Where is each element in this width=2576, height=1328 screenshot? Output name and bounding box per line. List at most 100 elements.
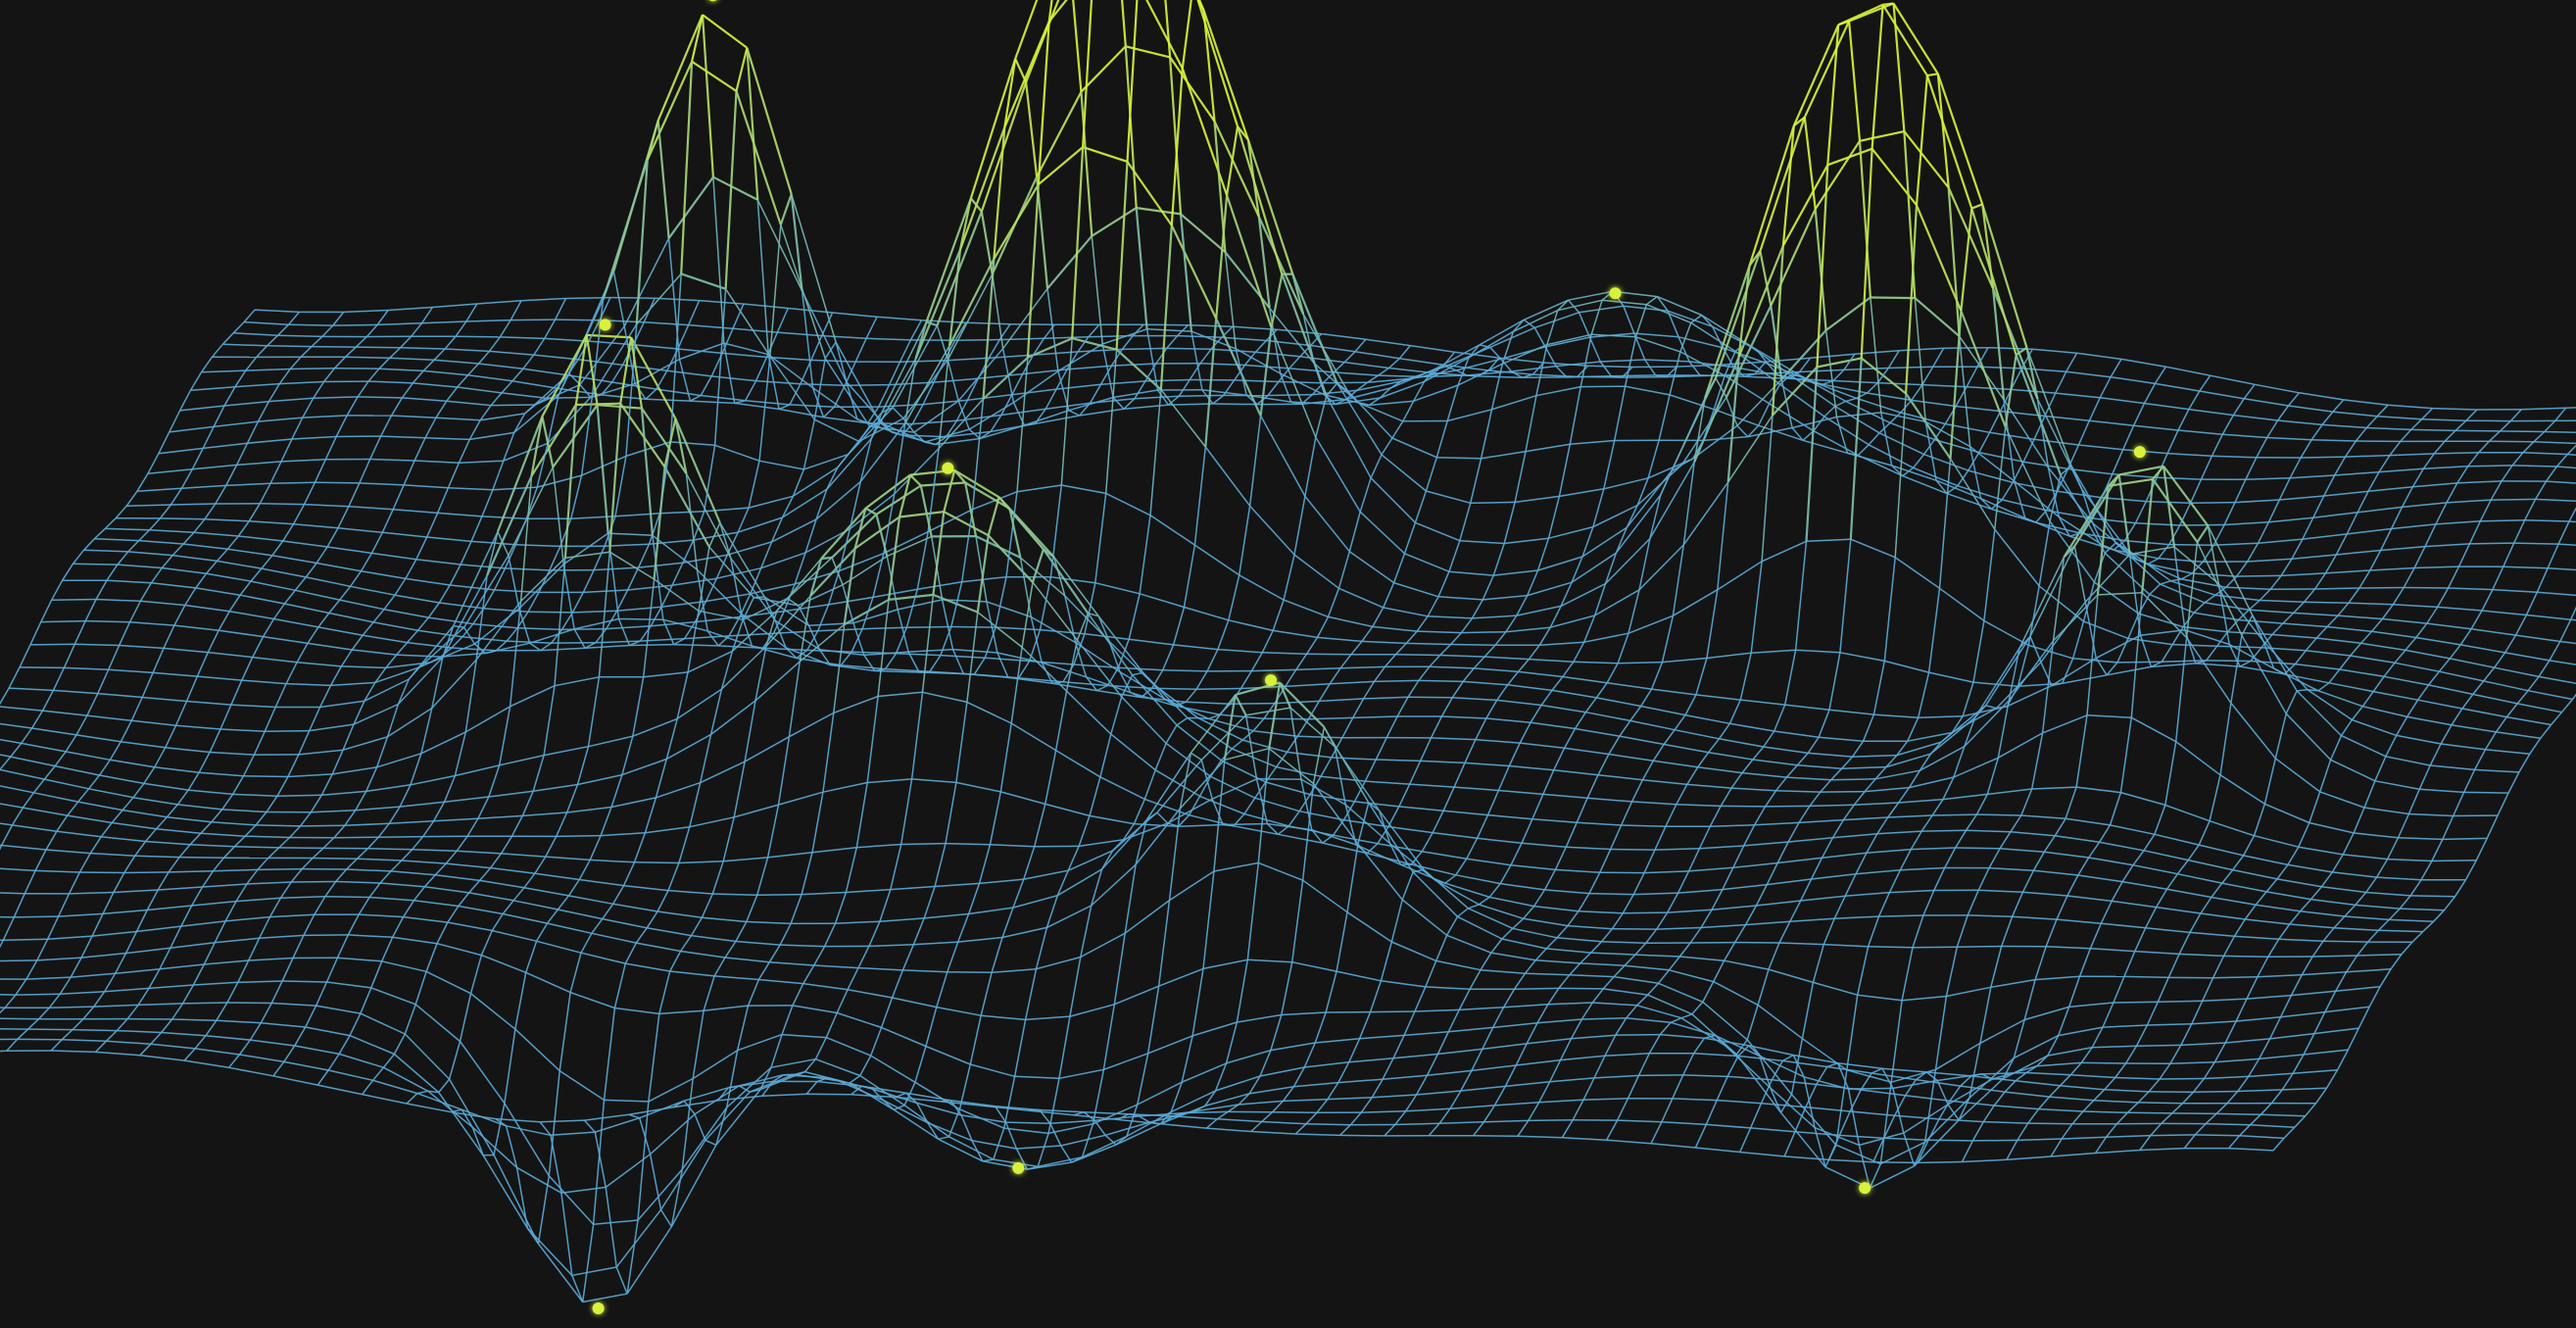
mesh-segment [1972, 1139, 2017, 1142]
mesh-segment [637, 1101, 650, 1221]
mesh-segment [338, 1035, 351, 1055]
mesh-segment [813, 946, 826, 966]
mesh-segment [1060, 1145, 1073, 1163]
mesh-segment [1966, 829, 2011, 833]
mesh-segment [976, 535, 990, 613]
mesh-segment [1394, 1110, 1407, 1125]
mesh-segment [1169, 870, 1215, 902]
mesh-segment [534, 872, 580, 881]
mesh-segment [591, 323, 638, 396]
mesh-segment [0, 706, 43, 712]
mesh-segment [1267, 822, 1312, 831]
mesh-segment [1360, 1097, 1373, 1113]
mesh-segment [1553, 769, 1599, 776]
mesh-segment [1463, 680, 1508, 686]
mesh-segment [2090, 947, 2135, 953]
mesh-segment [1246, 139, 1294, 274]
mesh-segment [351, 634, 364, 651]
mesh-segment [1050, 575, 1095, 584]
mesh-segment [772, 1074, 785, 1083]
mesh-segment [611, 381, 657, 390]
mesh-segment [1154, 743, 1167, 770]
mesh-segment [1005, 491, 1018, 577]
mesh-segment [1036, 91, 1083, 177]
mesh-segment [1354, 338, 1367, 353]
mesh-segment [1101, 328, 1147, 345]
mesh-segment [368, 882, 381, 898]
mesh-segment [1060, 338, 1073, 486]
mesh-segment [646, 910, 658, 929]
mesh-segment [1312, 783, 1359, 845]
mesh-segment [2491, 498, 2536, 501]
mesh-segment [593, 545, 606, 570]
mesh-segment [643, 297, 656, 323]
mesh-segment [870, 1055, 916, 1083]
mesh-segment [2421, 418, 2466, 421]
mesh-segment [1343, 351, 1356, 364]
mesh-segment [282, 523, 295, 542]
mesh-segment [67, 814, 113, 824]
mesh-segment [1786, 776, 1831, 781]
mesh-segment [1527, 581, 1573, 597]
mesh-segment [313, 381, 325, 399]
mesh-segment [154, 765, 200, 774]
mesh-segment [2132, 403, 2146, 426]
mesh-segment [2440, 724, 2453, 745]
mesh-segment [1385, 715, 1398, 738]
mesh-segment [2166, 429, 2179, 454]
mesh-segment [1512, 927, 1558, 939]
mesh-segment [854, 337, 867, 363]
mesh-segment [193, 531, 239, 537]
mesh-segment [319, 700, 365, 709]
mesh-segment [2300, 899, 2312, 912]
mesh-segment [2020, 788, 2033, 816]
mesh-segment [138, 529, 151, 542]
mesh-segment [1293, 1081, 1338, 1088]
mesh-segment [1471, 1049, 1483, 1071]
mesh-segment [2156, 906, 2202, 914]
mesh-segment [1348, 1038, 1361, 1063]
mesh-segment [1417, 630, 1462, 634]
mesh-segment [2204, 1075, 2249, 1080]
mesh-segment [243, 309, 256, 323]
mesh-segment [2313, 1011, 2326, 1034]
mesh-segment [1525, 395, 1537, 452]
mesh-segment [2348, 587, 2360, 604]
mesh-segment [1368, 397, 1381, 407]
mesh-segment [269, 461, 282, 484]
mesh-segment [630, 336, 677, 419]
mesh-segment [723, 342, 736, 404]
mesh-segment [282, 980, 327, 983]
mesh-segment [1739, 1151, 1785, 1157]
mesh-segment [134, 841, 147, 857]
mesh-segment [1170, 68, 1184, 225]
mesh-segment [2110, 824, 2156, 836]
mesh-segment [1555, 366, 1568, 378]
mesh-segment [933, 377, 979, 383]
mesh-segment [1405, 1094, 1418, 1112]
mesh-segment [824, 358, 871, 427]
mesh-segment [2509, 409, 2522, 422]
mesh-segment [166, 804, 178, 818]
mesh-segment [2136, 559, 2149, 566]
mesh-segment [1157, 900, 1171, 987]
mesh-segment [817, 1080, 862, 1087]
mesh-segment [1667, 310, 1713, 327]
mesh-segment [424, 417, 437, 439]
mesh-segment [506, 627, 518, 642]
mesh-segment [868, 920, 881, 947]
mesh-segment [2204, 594, 2216, 604]
mesh-segment [341, 665, 386, 669]
mesh-segment [2309, 886, 2322, 901]
mesh-segment [1327, 588, 1340, 617]
mesh-segment [377, 322, 422, 326]
mesh-segment [710, 700, 756, 735]
mesh-segment [1536, 537, 1550, 571]
mesh-segment [1654, 825, 1667, 851]
mesh-segment [1637, 1053, 1650, 1076]
mesh-segment [0, 824, 14, 846]
mesh-segment [2420, 861, 2433, 881]
mesh-segment [1750, 561, 1763, 654]
mesh-segment [1403, 1010, 1416, 1036]
mesh-segment [1955, 847, 2001, 850]
